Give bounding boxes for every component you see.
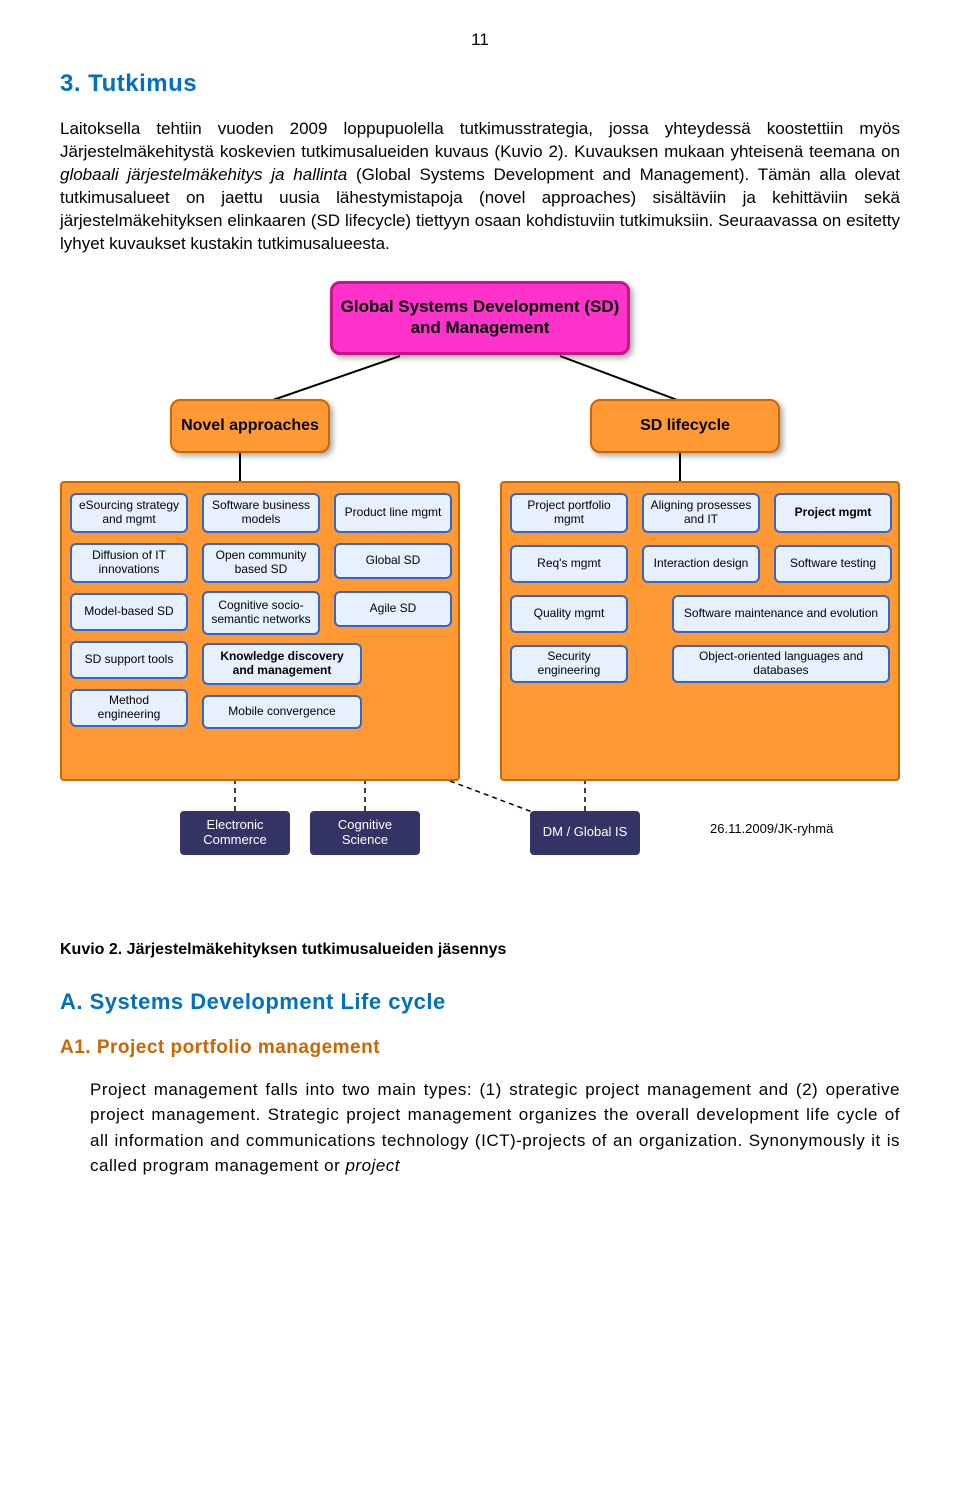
branch-novel: Novel approaches	[170, 399, 330, 453]
novel-cell-8: Agile SD	[334, 591, 452, 627]
panel-lifecycle: Project portfolio mgmt Aligning prosesses…	[500, 481, 900, 781]
subsection-a1-heading: A1. Project portfolio management	[60, 1037, 900, 1059]
body-a1-text: Project management falls into two main t…	[90, 1080, 900, 1176]
body-paragraph-a1: Project management falls into two main t…	[90, 1077, 900, 1179]
root-box: Global Systems Development (SD) and Mana…	[330, 281, 630, 355]
lifecycle-cell-0: Project portfolio mgmt	[510, 493, 628, 533]
body-a1-italic: project	[345, 1156, 400, 1175]
novel-cell-12: Mobile convergence	[202, 695, 362, 729]
novel-cell-10: Knowledge discovery and management	[202, 643, 362, 685]
lifecycle-cell-9: Object-oriented languages and databases	[672, 645, 890, 683]
panel-novel: eSourcing strategy and mgmt Software busi…	[60, 481, 460, 781]
novel-cell-1: Software business models	[202, 493, 320, 533]
intro-paragraph: Laitoksella tehtiin vuoden 2009 loppupuo…	[60, 118, 900, 256]
branch-lifecycle: SD lifecycle	[590, 399, 780, 453]
lifecycle-cell-6: Quality mgmt	[510, 595, 628, 633]
figure-caption: Kuvio 2. Järjestelmäkehityksen tutkimusa…	[60, 941, 900, 959]
para-italic: globaali järjestelmäkehitys ja hallinta	[60, 165, 347, 184]
novel-cell-6: Model-based SD	[70, 593, 188, 631]
lifecycle-cell-1: Aligning prosesses and IT	[642, 493, 760, 533]
lifecycle-cell-8: Security engineering	[510, 645, 628, 683]
novel-cell-5: Global SD	[334, 543, 452, 579]
para-text-a: Laitoksella tehtiin vuoden 2009 loppupuo…	[60, 119, 900, 161]
lifecycle-cell-7: Software maintenance and evolution	[672, 595, 890, 633]
section-a-heading: A. Systems Development Life cycle	[60, 989, 900, 1015]
novel-cell-11: Method engineering	[70, 689, 188, 727]
novel-cell-0: eSourcing strategy and mgmt	[70, 493, 188, 533]
novel-cell-2: Product line mgmt	[334, 493, 452, 533]
novel-cell-7: Cognitive socio-semantic networks	[202, 591, 320, 635]
novel-cell-3: Diffusion of IT innovations	[70, 543, 188, 583]
lifecycle-cell-3: Req's mgmt	[510, 545, 628, 583]
date-note: 26.11.2009/JK-ryhmä	[710, 821, 833, 836]
lifecycle-cell-5: Software testing	[774, 545, 892, 583]
novel-cell-9: SD support tools	[70, 641, 188, 679]
ext-box-0: Electronic Commerce	[180, 811, 290, 855]
ext-box-2: DM / Global IS	[530, 811, 640, 855]
heading-tutkimus: 3. Tutkimus	[60, 70, 900, 98]
lifecycle-cell-4: Interaction design	[642, 545, 760, 583]
ext-box-1: Cognitive Science	[310, 811, 420, 855]
page-number: 11	[60, 30, 900, 50]
research-diagram: Global Systems Development (SD) and Mana…	[60, 281, 900, 921]
novel-cell-4: Open community based SD	[202, 543, 320, 583]
lifecycle-cell-2: Project mgmt	[774, 493, 892, 533]
